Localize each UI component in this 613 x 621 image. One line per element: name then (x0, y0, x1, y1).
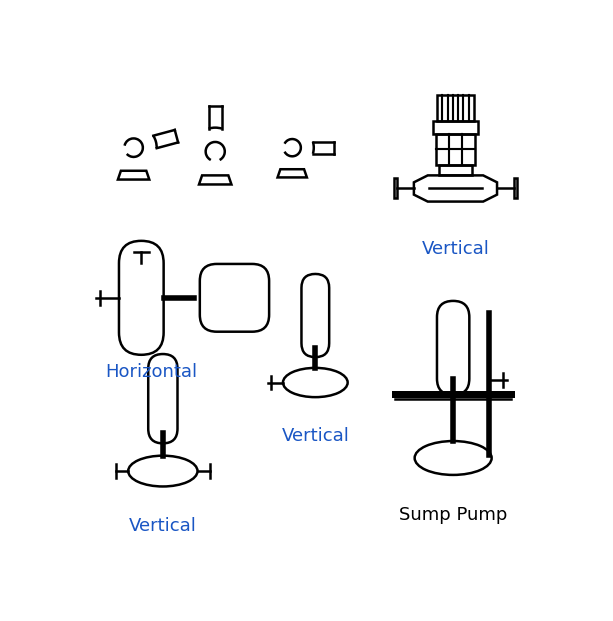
Text: Vertical: Vertical (129, 517, 197, 535)
Bar (394, 178, 397, 199)
Text: Vertical: Vertical (422, 240, 489, 258)
Text: Horizontal: Horizontal (105, 363, 197, 381)
Bar (438, 165, 473, 175)
Text: Sump Pump: Sump Pump (399, 505, 508, 524)
Bar (514, 178, 517, 199)
Bar (436, 134, 474, 165)
Bar (437, 95, 474, 122)
Text: Vertical: Vertical (281, 427, 349, 445)
Bar (433, 122, 478, 134)
